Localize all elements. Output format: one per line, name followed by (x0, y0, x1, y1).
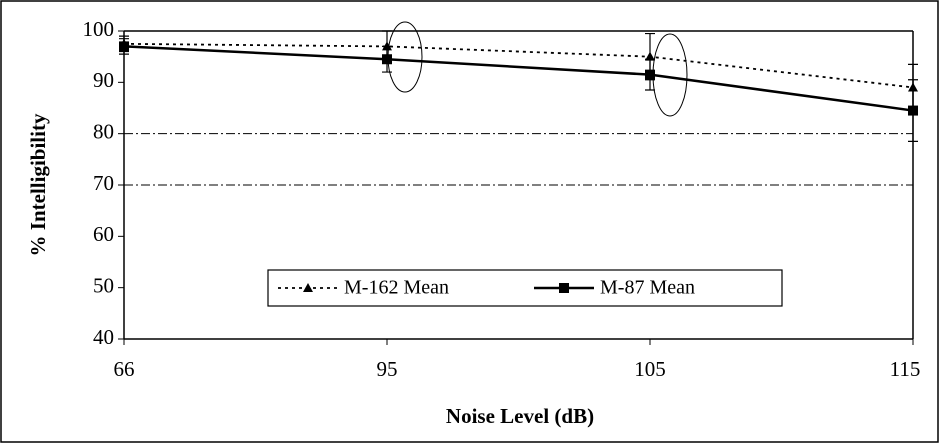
marker (645, 51, 655, 61)
highlight-ellipse (387, 21, 423, 93)
y-tick-label: 60 (93, 222, 114, 246)
x-tick-label: 66 (114, 357, 135, 381)
marker (382, 54, 392, 65)
legend-label: M-87 Mean (600, 277, 695, 299)
y-tick-label: 40 (93, 325, 114, 349)
marker (559, 283, 569, 293)
marker (119, 41, 129, 52)
y-tick-label: 70 (93, 171, 114, 195)
y-tick-label: 50 (93, 273, 114, 297)
y-axis-label: % Intelligibility (26, 113, 50, 256)
marker (645, 69, 655, 80)
legend-label: M-162 Mean (344, 277, 449, 299)
y-tick-label: 100 (83, 17, 115, 41)
series-line (123, 45, 914, 112)
y-tick-label: 80 (93, 119, 114, 143)
series-line (123, 42, 914, 89)
x-tick-label: 105 (634, 357, 666, 381)
legend-box (267, 269, 783, 307)
marker (908, 105, 918, 116)
y-tick-label: 90 (93, 68, 114, 92)
x-tick-label: 95 (377, 357, 398, 381)
marker (303, 283, 313, 292)
x-axis-label: Noise Level (dB) (446, 404, 594, 428)
x-tick-label: 115 (890, 357, 921, 381)
